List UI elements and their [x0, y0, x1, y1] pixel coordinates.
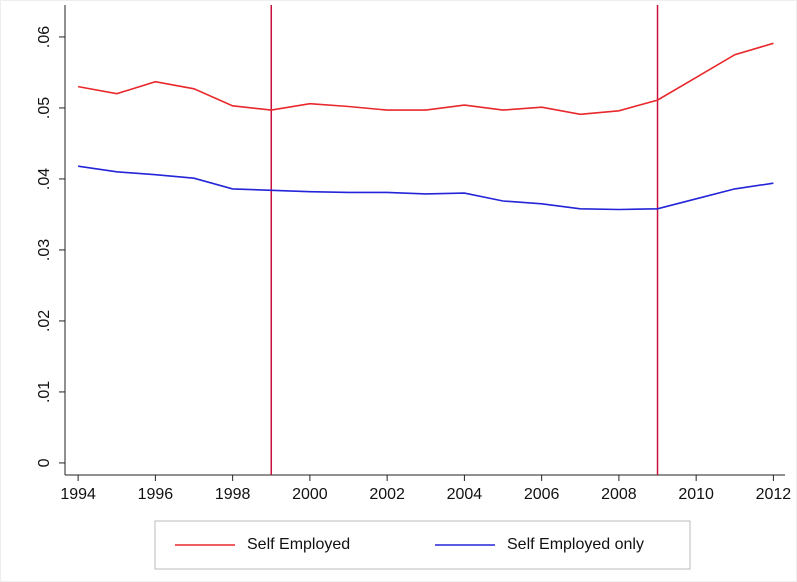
x-tick-label: 2002 [369, 486, 405, 503]
x-tick-label: 2010 [678, 486, 714, 503]
x-tick-label: 1996 [138, 486, 174, 503]
x-tick-label: 1994 [60, 486, 96, 503]
series-line [77, 42, 774, 116]
y-tick-label: .02 [36, 310, 53, 332]
y-tick-label: .03 [36, 239, 53, 261]
y-tick-label: .01 [36, 381, 53, 403]
y-tick-label: .05 [36, 97, 53, 119]
x-tick-label: 2012 [756, 486, 792, 503]
legend-label: Self Employed [247, 536, 350, 553]
legend-box [154, 520, 691, 570]
x-tick-label: 2006 [524, 486, 560, 503]
y-tick-label: 0 [36, 458, 53, 467]
x-tick-label: 1998 [215, 486, 251, 503]
x-tick-label: 2008 [601, 486, 637, 503]
series-line [77, 165, 774, 211]
y-tick-label: .04 [36, 168, 53, 190]
y-tick-label: .06 [36, 26, 53, 48]
x-tick-label: 2004 [447, 486, 483, 503]
x-tick-label: 2000 [292, 486, 328, 503]
legend-label: Self Employed only [507, 536, 644, 553]
